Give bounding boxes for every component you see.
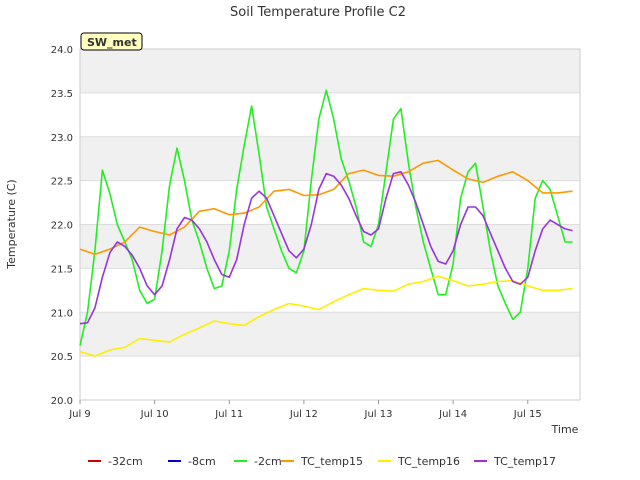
plot-band bbox=[80, 49, 580, 93]
x-tick-label: Jul 10 bbox=[140, 409, 169, 420]
x-axis-label: Time bbox=[551, 423, 579, 436]
plot-band bbox=[80, 136, 580, 181]
y-tick-label: 22.0 bbox=[51, 221, 73, 232]
legend-label: TC_temp16 bbox=[397, 455, 460, 468]
annotation-label: SW_met bbox=[87, 36, 137, 49]
legend: -32cm -8cm -2cm TC_temp15 TC_temp16 TC_temp17 bbox=[88, 455, 556, 468]
plot-band bbox=[80, 180, 580, 225]
plot-band bbox=[80, 312, 580, 357]
y-tick-label: 21.0 bbox=[51, 308, 73, 319]
y-tick-label: 23.0 bbox=[51, 133, 73, 144]
x-tick-label: Jul 12 bbox=[289, 409, 318, 420]
plot-frame bbox=[79, 48, 581, 401]
plot-band bbox=[80, 356, 580, 400]
y-tick-label: 20.0 bbox=[51, 396, 73, 407]
y-tick-label: 21.5 bbox=[51, 264, 73, 275]
series-line-tc-temp15 bbox=[79, 159, 573, 256]
annotation-box: SW_met bbox=[80, 32, 143, 51]
series-line-tc-temp17 bbox=[79, 171, 573, 325]
y-tick-label: 24.0 bbox=[51, 45, 73, 56]
series-line--2cm bbox=[79, 89, 573, 346]
legend-label: TC_temp17 bbox=[493, 455, 556, 468]
plot-band bbox=[80, 268, 580, 313]
y-axis: 20.0 20.5 21.0 21.5 22.0 22.5 23.0 23.5 24.0 bbox=[51, 45, 73, 407]
y-tick-label: 20.5 bbox=[51, 352, 73, 363]
annotation-box-bg bbox=[80, 32, 143, 51]
plot-band bbox=[80, 92, 580, 137]
y-tick-label: 23.5 bbox=[51, 89, 73, 100]
x-tick-label: Jul 13 bbox=[364, 409, 393, 420]
x-tick-label: Jul 11 bbox=[214, 409, 243, 420]
legend-label: -2cm bbox=[254, 455, 282, 468]
x-axis: Jul 9 Jul 10 Jul 11 Jul 12 Jul 13 Jul 14 Jul 1… bbox=[68, 400, 542, 420]
legend-label: TC_temp15 bbox=[300, 455, 363, 468]
legend-label: -8cm bbox=[188, 455, 216, 468]
legend-label: -32cm bbox=[108, 455, 143, 468]
y-tick-label: 22.5 bbox=[51, 177, 73, 188]
chart-title: Soil Temperature Profile C2 bbox=[230, 5, 406, 20]
series-lines bbox=[79, 89, 573, 357]
x-tick-label: Jul 9 bbox=[68, 409, 91, 420]
y-axis-label: Temperature (C) bbox=[5, 179, 18, 269]
x-tick-label: Jul 15 bbox=[513, 409, 542, 420]
series-line-tc-temp16 bbox=[79, 275, 573, 357]
x-tick-label: Jul 14 bbox=[438, 409, 467, 420]
